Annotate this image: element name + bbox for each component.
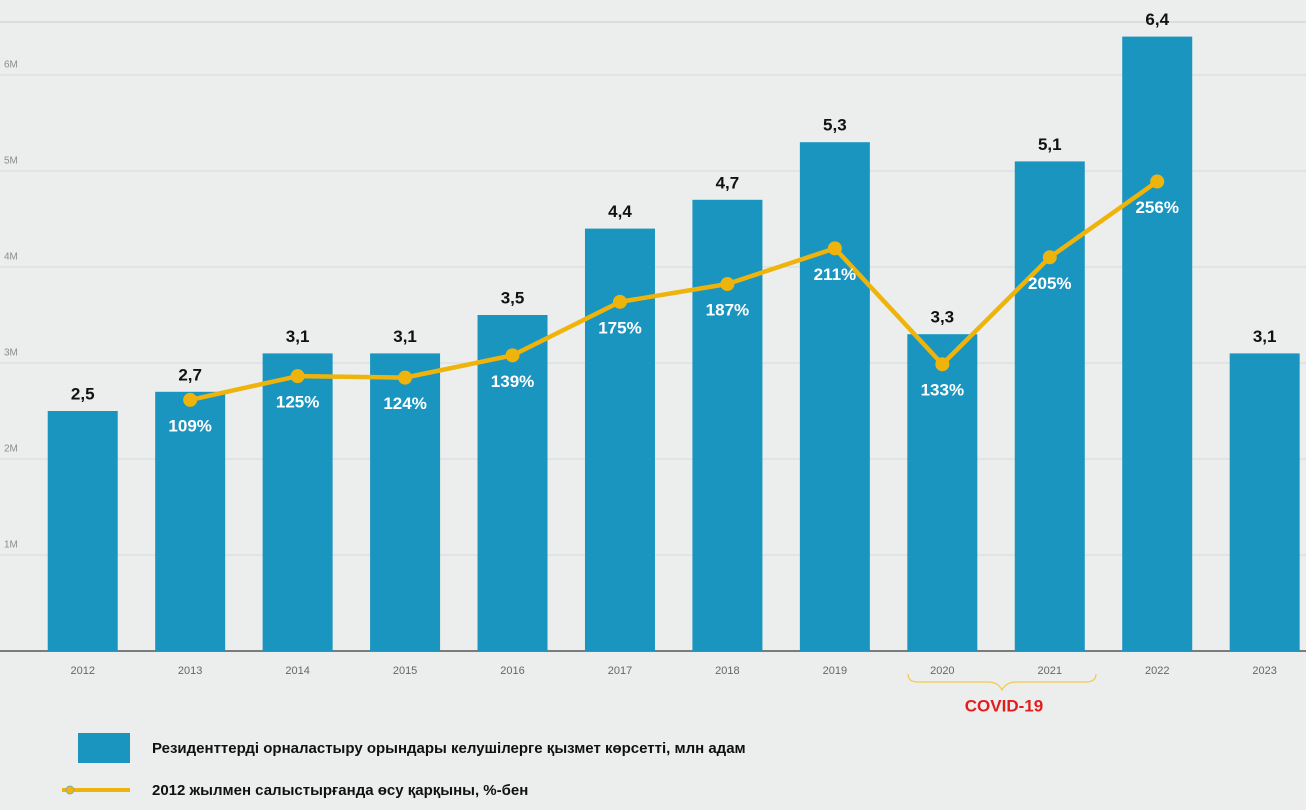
bar-value-label: 2,5 xyxy=(71,384,95,403)
x-tick-label: 2018 xyxy=(715,665,739,677)
bar xyxy=(584,228,655,651)
line-value-label: 124% xyxy=(383,394,426,413)
y-tick-label: 3M xyxy=(4,348,18,359)
bar xyxy=(477,315,548,651)
legend-label: 2012 жылмен салыстырғанда өсу қарқыны, %… xyxy=(152,782,528,799)
line-value-label: 211% xyxy=(814,265,857,284)
x-tick-label: 2019 xyxy=(823,665,847,677)
y-tick-label: 6M xyxy=(4,60,18,71)
y-tick-label: 5M xyxy=(4,156,18,167)
bar xyxy=(692,199,763,652)
line-marker xyxy=(935,357,950,372)
legend-swatch-marker xyxy=(65,785,75,795)
bar-value-label: 4,4 xyxy=(608,202,632,221)
line-marker xyxy=(612,294,627,309)
line-marker xyxy=(398,370,413,385)
y-tick-label: 2M xyxy=(4,444,18,455)
bar xyxy=(370,353,441,651)
line-value-label: 133% xyxy=(921,381,964,400)
x-tick-label: 2022 xyxy=(1145,665,1169,677)
line-marker xyxy=(1042,250,1057,265)
line-marker xyxy=(827,241,842,256)
bar-value-label: 5,3 xyxy=(823,116,847,135)
line xyxy=(189,179,1159,403)
bar xyxy=(262,353,333,651)
legend-swatch-bar xyxy=(78,733,130,763)
x-tick-label: 2017 xyxy=(608,665,632,677)
annotation: COVID-19 xyxy=(965,696,1043,715)
bar xyxy=(1229,353,1300,651)
bar xyxy=(47,411,118,651)
line-value-label: 109% xyxy=(168,416,211,435)
line-value-label: 187% xyxy=(706,301,749,320)
line-marker xyxy=(720,277,735,292)
line-value-label: 256% xyxy=(1135,198,1178,217)
bar-value-label: 4,7 xyxy=(716,173,740,192)
bar-value-label: 3,5 xyxy=(501,288,525,307)
x-tick-label: 2023 xyxy=(1252,665,1276,677)
bar xyxy=(907,334,978,651)
bar xyxy=(1122,36,1193,652)
x-tick-label: 2020 xyxy=(930,665,954,677)
line-value-label: 125% xyxy=(276,393,319,412)
line-marker xyxy=(1150,174,1165,189)
bar-value-label: 2,7 xyxy=(178,365,202,384)
line-marker xyxy=(505,348,520,363)
line-marker xyxy=(183,392,198,407)
bar xyxy=(1014,161,1085,651)
x-tick-label: 2015 xyxy=(393,665,417,677)
y-tick-label: 4M xyxy=(4,252,18,263)
bar-value-label: 3,1 xyxy=(286,327,310,346)
x-tick-label: 2014 xyxy=(285,665,309,677)
x-tick-label: 2016 xyxy=(500,665,524,677)
bar-value-label: 3,1 xyxy=(393,327,417,346)
bar-value-label: 6,4 xyxy=(1145,10,1169,29)
line-marker xyxy=(290,369,305,384)
bar xyxy=(155,391,226,651)
bar-value-label: 3,1 xyxy=(1253,327,1277,346)
bar-value-label: 3,3 xyxy=(931,308,955,327)
x-tick-label: 2021 xyxy=(1038,665,1062,677)
x-tick-label: 2012 xyxy=(70,665,94,677)
covid-brace xyxy=(907,673,1097,692)
line-value-label: 175% xyxy=(598,318,641,337)
line-value-label: 139% xyxy=(491,372,534,391)
legend-label: Резиденттерді орналастыру орындары келуш… xyxy=(152,740,746,757)
bar-value-label: 5,1 xyxy=(1038,135,1062,154)
line-value-label: 205% xyxy=(1028,274,1071,293)
x-tick-label: 2013 xyxy=(178,665,202,677)
y-tick-label: 1M xyxy=(4,540,18,551)
bar xyxy=(799,142,870,651)
